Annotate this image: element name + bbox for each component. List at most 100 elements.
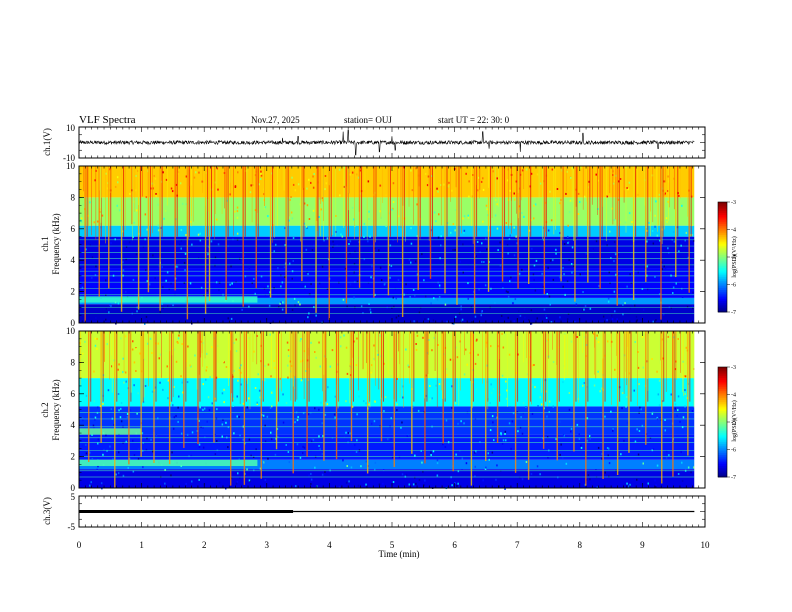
colorbar-step (718, 264, 727, 267)
spectrogram-speckle (636, 478, 638, 481)
spectrogram-speckle (462, 243, 464, 246)
spectrogram-speckle (154, 410, 156, 413)
spectrogram-speckle (370, 371, 372, 374)
spectrogram-speckle (365, 473, 368, 476)
spectrogram-speckle (672, 286, 675, 289)
spectrogram-speckle (678, 250, 680, 253)
colorbar-step (718, 216, 727, 219)
spectrogram-speckle (398, 215, 400, 218)
colorbar-step (718, 277, 727, 280)
spectrogram-speckle (506, 243, 509, 246)
spectrogram-speckle (185, 360, 188, 363)
spectrogram-speckle (321, 452, 324, 455)
spectrogram-speckle (379, 266, 382, 269)
colorbar-step (718, 279, 727, 282)
spectrogram-speckle (691, 234, 693, 236)
spectrogram-speckle (170, 474, 172, 477)
spectrogram-speckle (598, 284, 600, 287)
spectrogram-speckle (383, 263, 385, 265)
colorbar-step (718, 381, 727, 384)
spectrogram-speckle (172, 427, 175, 430)
spectrogram-speckle (506, 389, 508, 392)
spectrogram-speckle (394, 366, 396, 369)
spectrogram-speckle (534, 203, 537, 206)
spectrogram-speckle (373, 420, 376, 423)
spectrogram-speckle (187, 345, 189, 348)
spectrogram-speckle (589, 307, 592, 310)
spectrogram-speckle (667, 190, 669, 192)
colorbar-step (718, 282, 727, 285)
ch1-ytick-top: 10 (66, 123, 76, 133)
spectrogram-speckle (357, 484, 360, 487)
spectrogram-speckle (340, 233, 342, 236)
spectrogram-speckle (651, 174, 654, 177)
time-tick-label: 10 (701, 540, 711, 550)
spectrogram-speckle (378, 483, 381, 486)
spectrogram-speckle (318, 282, 321, 285)
spectrogram-speckle (579, 166, 582, 169)
spectrogram-speckle (675, 360, 677, 363)
spectrogram-speckle (628, 485, 630, 488)
colorbar-step (718, 390, 727, 394)
spectrogram-speckle (299, 303, 301, 306)
spectrogram-speckle (285, 444, 287, 446)
spectrogram-speckle (236, 216, 239, 219)
spectrogram-speckle (358, 395, 360, 398)
spectrogram-speckle (455, 453, 457, 456)
spectrogram-speckle (133, 200, 135, 203)
spectrogram-speckle (157, 224, 159, 227)
spectrogram-speckle (403, 166, 405, 169)
spectrogram-speckle (465, 348, 467, 351)
spectrogram-speckle (283, 266, 286, 269)
spectrogram-speckle (282, 393, 284, 396)
spectrogram-speckle (389, 276, 391, 279)
spectrogram-speckle (395, 297, 397, 300)
spectrogram-speckle (81, 416, 84, 419)
spectrogram-speckle (545, 314, 547, 317)
spectrogram-speckle (288, 461, 291, 464)
spectrogram-speckle (368, 302, 370, 305)
colorbar-step (718, 251, 727, 254)
colorbar-step (718, 299, 727, 302)
spectrogram-speckle (152, 254, 154, 257)
spectrogram-speckle (315, 314, 317, 317)
spectrogram-speckle (440, 230, 443, 233)
spectrogram-speckle (145, 196, 148, 199)
colorbar-step (718, 436, 727, 439)
spectrogram-speckle (518, 205, 521, 208)
spectrogram-speckle (490, 345, 492, 348)
spectrogram-speckle (608, 320, 610, 323)
spectrogram-speckle (532, 273, 535, 276)
spectrogram-speckle (541, 272, 543, 275)
spectrogram-speckle (351, 206, 354, 209)
spectrogram-speckle (318, 408, 320, 411)
spectrogram-speckle (417, 409, 420, 412)
spectrogram-speckle (97, 406, 99, 409)
spectrogram-speckle (559, 276, 561, 279)
spectrogram-speckle (629, 273, 631, 276)
spectrogram-speckle (153, 174, 155, 177)
spectrogram-speckle (463, 231, 465, 234)
spectrogram-speckle (376, 349, 379, 352)
spectrogram-speckle (620, 265, 622, 268)
spectrogram-speckle (432, 294, 435, 297)
spectrogram-speckle (217, 188, 219, 191)
spectrogram-speckle (260, 172, 262, 175)
spectrogram-speckle (397, 314, 400, 317)
spectrogram-speckle (258, 183, 260, 186)
spectrogram-speckle (461, 318, 464, 321)
spectrogram-speckle (513, 192, 515, 195)
spectrogram-speckle (478, 176, 480, 179)
spectrogram-speckle (595, 240, 598, 243)
spectrogram-speckle (244, 275, 247, 278)
spectrogram-speckle (205, 369, 207, 372)
colorbar-step (718, 275, 727, 278)
colorbar-step (718, 301, 727, 304)
spectrogram-speckle (190, 454, 193, 457)
spectrogram-speckle (623, 439, 625, 442)
spectrogram-speckle (479, 441, 481, 443)
spectrogram-speckle (665, 456, 668, 459)
colorbar-step (718, 455, 727, 458)
spectrogram-speckle (180, 432, 183, 435)
spectrogram-speckle (348, 480, 350, 483)
